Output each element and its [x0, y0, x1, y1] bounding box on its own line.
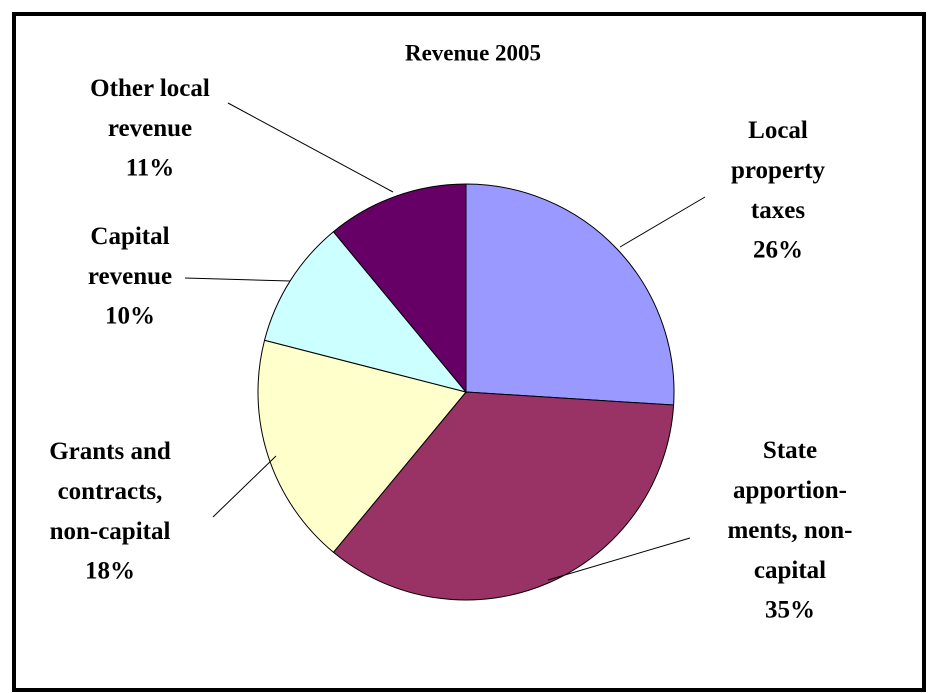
leader-line [227, 102, 394, 193]
slice-value-label: 18% [85, 558, 135, 585]
slice-label: Grants and contracts, non-capital [49, 438, 171, 545]
pie-slice [465, 183, 675, 406]
slice-label: Capital revenue [88, 223, 172, 290]
leader-line [619, 196, 706, 248]
leader-line [212, 455, 277, 518]
slice-value-label: 35% [765, 597, 815, 624]
slice-label: Other local revenue [90, 75, 210, 142]
chart-title: Revenue 2005 [405, 40, 541, 65]
pie-slice [332, 183, 467, 394]
slice-value-label: 26% [753, 237, 803, 264]
slice-value-label: 10% [105, 303, 155, 330]
slice-value-label: 11% [126, 155, 175, 182]
slice-label: State apportion-ments, non-capital [727, 437, 852, 584]
slice-label: Local property taxes [731, 117, 825, 224]
pie-slice [263, 231, 468, 393]
pie-slice [257, 339, 467, 553]
leader-line [184, 277, 291, 282]
pie-slice [332, 391, 675, 601]
leader-line [547, 537, 691, 581]
